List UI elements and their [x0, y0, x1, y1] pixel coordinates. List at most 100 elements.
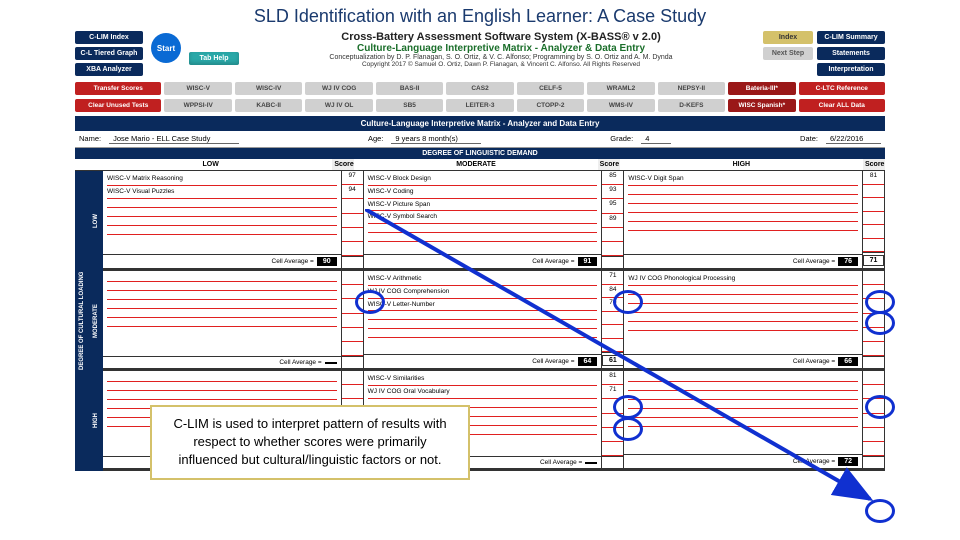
cell-avg-value: 90 [317, 257, 337, 266]
subtest-score[interactable]: 85 [602, 171, 623, 185]
subtest-score[interactable]: 95 [602, 199, 623, 213]
battery-button[interactable]: SB5 [376, 99, 443, 112]
matrix-cell: WJ IV COG Phonological Processing Cell Av… [624, 271, 863, 371]
subtest-name: WJ IV COG Phonological Processing [628, 274, 735, 284]
title-block: Cross-Battery Assessment Software System… [243, 31, 759, 68]
subtest-name: WJ IV COG Comprehension [368, 287, 450, 297]
subtest-score[interactable]: 71 [602, 271, 623, 285]
cell-avg-value: 66 [838, 357, 858, 366]
slide-title: SLD Identification with an English Learn… [0, 0, 960, 29]
subtest-score[interactable]: 81 [863, 171, 884, 185]
battery-button[interactable]: CTOPP-2 [517, 99, 584, 112]
examinee-info: Name: Jose Mario - ELL Case Study Age: 9… [75, 131, 885, 148]
battery-button[interactable]: WMS-IV [587, 99, 654, 112]
tab-help-button[interactable]: Tab Help [189, 52, 239, 65]
tabhelp-col: Tab Help [189, 31, 239, 65]
battery-button[interactable]: WJ IV OL [305, 99, 372, 112]
cell-avg-value: 91 [578, 257, 598, 266]
cell-avg-label: Cell Average = [532, 358, 574, 365]
subtest-name: WISC-V Symbol Search [368, 212, 437, 222]
column-headers: LOW Score MODERATE Score HIGH Score [75, 159, 885, 171]
score-secondary: 71 [863, 255, 885, 266]
subtest-name: WJ IV COG Oral Vocabulary [368, 387, 450, 397]
battery-button[interactable]: WRAML2 [587, 82, 654, 95]
col-score: Score [598, 159, 620, 170]
battery-button[interactable]: Bateria-III* [728, 82, 795, 95]
subtest-name: WISC-V Picture Span [368, 200, 431, 210]
nav-right: C-LIM Summary Statements Interpretation [817, 31, 885, 76]
nav-clim-summary[interactable]: C-LIM Summary [817, 31, 885, 44]
battery-button[interactable]: CELF-5 [517, 82, 584, 95]
subtest-score[interactable]: 81 [602, 371, 623, 385]
module-title: Culture-Language Interpretive Matrix - A… [243, 43, 759, 54]
row-label: MODERATE [89, 271, 103, 371]
battery-button[interactable]: WISC-V [164, 82, 231, 95]
subtest-score[interactable] [863, 271, 884, 285]
subtest-name: WISC-V Letter-Number [368, 300, 435, 310]
score-column: 85939589 [602, 171, 624, 271]
score-column: 81 71 [863, 171, 885, 271]
cltc-reference-button[interactable]: C-LTC Reference [799, 82, 885, 95]
header-row: C-LIM Index C-L Tiered Graph XBA Analyze… [75, 29, 885, 78]
row-label: HIGH [89, 371, 103, 471]
battery-button[interactable]: LEITER-3 [446, 99, 513, 112]
nav-interpretation[interactable]: Interpretation [817, 63, 885, 76]
score-column [342, 271, 364, 371]
battery-button[interactable]: D-KEFS [658, 99, 725, 112]
name-value[interactable]: Jose Mario - ELL Case Study [109, 134, 239, 144]
clear-all-button[interactable]: Clear ALL Data [799, 99, 885, 112]
nav-left: C-LIM Index C-L Tiered Graph XBA Analyze… [75, 31, 143, 76]
subtest-score[interactable]: 84 [602, 285, 623, 299]
clear-unused-button[interactable]: Clear Unused Tests [75, 99, 161, 112]
grade-value[interactable]: 4 [641, 134, 671, 144]
subtest-score[interactable]: 71 [602, 385, 623, 399]
subtest-score[interactable]: 89 [602, 214, 623, 228]
col-mod: MODERATE [354, 159, 597, 170]
cell-avg-label: Cell Average = [532, 258, 574, 265]
cell-avg-value: 64 [578, 357, 598, 366]
cell-avg-value: 76 [838, 257, 858, 266]
start-button[interactable]: Start [151, 33, 181, 63]
subtest-score[interactable]: 93 [602, 185, 623, 199]
battery-button[interactable]: CAS2 [446, 82, 513, 95]
col-high: HIGH [620, 159, 863, 170]
cell-avg-label: Cell Average = [793, 258, 835, 265]
battery-button[interactable]: KABC-II [235, 99, 302, 112]
matrix-cell: Cell Average =72 [624, 371, 863, 471]
grade-label: Grade: [610, 134, 633, 144]
nav-clim-index[interactable]: C-LIM Index [75, 31, 143, 44]
app-title: Cross-Battery Assessment Software System… [243, 31, 759, 43]
subtest-score[interactable]: 97 [342, 171, 363, 185]
battery-button[interactable]: WISC Spanish* [728, 99, 795, 112]
date-value[interactable]: 6/22/2016 [826, 134, 881, 144]
cell-avg-value: 72 [838, 457, 858, 466]
explanation-callout: C-LIM is used to interpret pattern of re… [150, 405, 470, 480]
row-label: LOW [89, 171, 103, 271]
nav-xba-analyzer[interactable]: XBA Analyzer [75, 63, 143, 76]
subtest-name: WISC-V Coding [368, 187, 414, 197]
battery-button[interactable]: WISC-IV [235, 82, 302, 95]
battery-button[interactable]: BAS-II [376, 82, 443, 95]
battery-button[interactable]: WJ IV COG [305, 82, 372, 95]
cell-avg-label: Cell Average = [793, 358, 835, 365]
subtest-name: WISC-V Visual Puzzles [107, 187, 174, 197]
matrix-cell: WISC-V Block DesignWISC-V CodingWISC-V P… [364, 171, 603, 271]
age-value[interactable]: 9 years 8 month(s) [391, 134, 481, 144]
cell-avg-value [325, 362, 337, 364]
section-bar: Culture-Language Interpretive Matrix - A… [75, 116, 885, 131]
nav-statements[interactable]: Statements [817, 47, 885, 60]
subtest-score[interactable]: 94 [342, 185, 363, 199]
subtest-name: WISC-V Matrix Reasoning [107, 174, 183, 184]
matrix-cell: WISC-V Matrix Reasoning WISC-V Visual Puz… [103, 171, 342, 271]
transfer-scores-button[interactable]: Transfer Scores [75, 82, 161, 95]
date-label: Date: [800, 134, 818, 144]
next-step-button[interactable]: Next Step [763, 47, 813, 60]
cell-avg-value [585, 462, 597, 464]
nav-cl-tiered-graph[interactable]: C-L Tiered Graph [75, 47, 143, 60]
credits-2: Copyright 2017 © Samuel O. Ortiz, Dawn P… [243, 61, 759, 68]
battery-button[interactable]: WPPSI-IV [164, 99, 231, 112]
index-button[interactable]: Index [763, 31, 813, 44]
score-column: 9794 [342, 171, 364, 271]
battery-button[interactable]: NEPSY-II [658, 82, 725, 95]
subtest-score[interactable]: 70 [602, 298, 623, 312]
